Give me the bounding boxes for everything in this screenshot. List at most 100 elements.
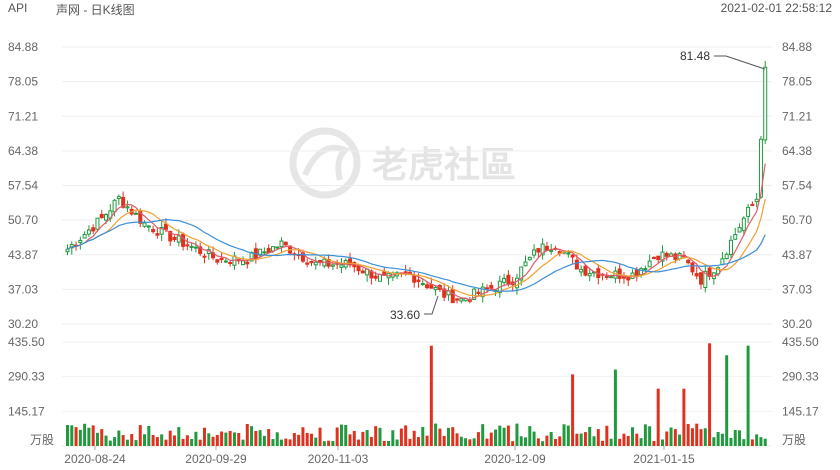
volume-bar	[660, 439, 664, 446]
volume-bar	[344, 424, 348, 446]
volume-bar	[258, 430, 262, 446]
volume-bar	[690, 428, 694, 446]
volume-bar	[117, 430, 121, 446]
volume-bar	[348, 434, 352, 446]
volume-bar	[404, 425, 408, 446]
volume-bar	[352, 430, 356, 446]
volume-bar	[601, 440, 605, 446]
candle-body	[617, 268, 622, 279]
volume-bar	[459, 436, 463, 446]
volume-bar	[558, 436, 562, 446]
price-tick-right: 30.20	[782, 317, 812, 331]
price-tick-left: 57.54	[8, 179, 38, 193]
price-tick-right: 50.70	[782, 213, 812, 227]
volume-bar	[618, 438, 622, 446]
candle-body	[142, 222, 147, 227]
candle-body	[82, 233, 87, 239]
candle-body	[104, 214, 109, 221]
candle-body	[433, 286, 438, 291]
volume-bar	[639, 438, 643, 446]
volume-bar	[596, 429, 600, 446]
volume-bar	[331, 440, 335, 446]
candle-body	[86, 229, 91, 235]
volume-bar	[763, 438, 767, 446]
candle-body	[651, 256, 656, 259]
price-tick-right: 71.21	[782, 109, 812, 123]
volume-bar	[446, 427, 450, 446]
candle-body	[489, 284, 494, 289]
candle-body	[377, 274, 382, 282]
volume-bar	[648, 426, 652, 446]
volume-bar	[699, 429, 703, 446]
volume-bar	[695, 423, 699, 446]
volume-bar	[464, 438, 468, 446]
volume-bar	[202, 427, 206, 446]
volume-bar	[134, 440, 138, 446]
volume-unit-left: 万股	[30, 433, 54, 447]
volume-bar	[155, 437, 159, 446]
volume-bar	[579, 433, 583, 446]
volume-bar	[541, 441, 545, 446]
price-tick-left: 78.05	[8, 75, 38, 89]
candle-body	[763, 66, 768, 141]
volume-bar	[228, 431, 232, 446]
candle-body	[275, 246, 280, 249]
volume-bar	[716, 432, 720, 446]
volume-bar	[524, 437, 528, 446]
volume-unit-right: 万股	[782, 433, 806, 447]
volume-bar	[237, 433, 241, 446]
volume-bar	[750, 439, 754, 446]
candle-body	[664, 252, 669, 257]
volume-bar	[485, 438, 489, 446]
candle-body	[425, 284, 430, 289]
candle-body	[163, 223, 168, 230]
candle-body	[656, 255, 661, 261]
candle-body	[527, 256, 532, 261]
volume-bar	[292, 432, 296, 446]
volume-bar	[262, 435, 266, 446]
volume-bar	[498, 425, 502, 446]
candle-body	[151, 229, 156, 233]
volume-bar	[536, 438, 540, 446]
candle-body	[480, 286, 485, 298]
candle-body	[703, 270, 708, 288]
volume-bar	[652, 440, 656, 446]
candle-body	[189, 245, 194, 248]
price-tick-left: 43.87	[8, 248, 38, 262]
volume-bar	[399, 428, 403, 446]
candle-body	[574, 259, 579, 270]
candle-body	[626, 277, 631, 281]
price-tick-right: 64.38	[782, 144, 812, 158]
candle-body	[146, 225, 151, 228]
volume-bar	[125, 439, 129, 446]
candle-body	[138, 211, 143, 224]
candle-body	[283, 241, 288, 246]
volume-bar	[160, 434, 164, 446]
candle-body	[690, 262, 695, 273]
volume-bar	[164, 439, 168, 446]
candle-body	[459, 298, 464, 302]
volume-bar	[678, 434, 682, 446]
volume-bar	[194, 431, 198, 446]
candle-body	[613, 270, 618, 279]
candle-body	[245, 261, 250, 265]
volume-bar	[369, 436, 373, 446]
candle-body	[176, 235, 181, 243]
volume-bar	[322, 441, 326, 446]
volume-bar	[391, 430, 395, 446]
min-annotation-line	[424, 295, 439, 315]
candle-body	[442, 288, 447, 298]
candle-body	[476, 291, 481, 294]
candle-body	[549, 249, 554, 252]
volume-bar	[245, 424, 249, 446]
volume-bar	[605, 425, 609, 446]
candle-body	[185, 244, 190, 247]
volume-bar	[682, 388, 686, 446]
candle-body	[223, 260, 228, 263]
date-label: 2020-08-24	[64, 452, 126, 466]
candle-body	[356, 265, 361, 272]
candle-body	[262, 251, 267, 254]
volume-bar	[74, 427, 78, 446]
date-label: 2020-12-09	[484, 452, 546, 466]
volume-bar	[267, 429, 271, 446]
